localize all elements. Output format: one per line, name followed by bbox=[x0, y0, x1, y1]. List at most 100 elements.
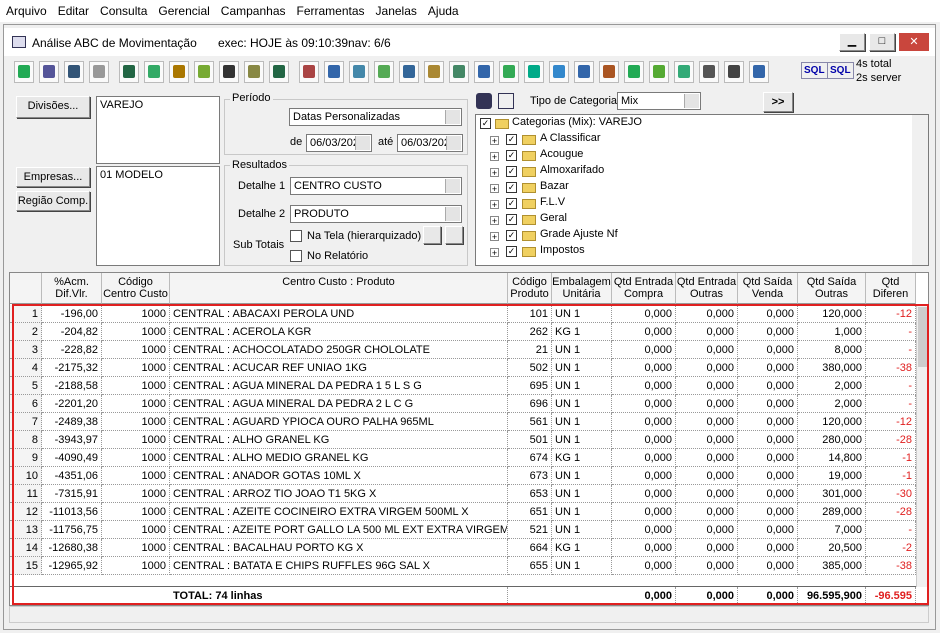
folder-icon bbox=[495, 119, 509, 129]
toolbar-icon bbox=[273, 65, 285, 78]
checkbox[interactable]: ✓ bbox=[506, 214, 517, 225]
cell: 561 bbox=[508, 413, 552, 431]
menu-item[interactable]: Ajuda bbox=[427, 4, 459, 18]
tree-icon[interactable] bbox=[476, 93, 492, 109]
tree-item[interactable]: A Classificar bbox=[540, 132, 601, 144]
checkbox[interactable]: ✓ bbox=[506, 134, 517, 145]
menu-item[interactable]: Janelas bbox=[375, 4, 417, 18]
cell: 0,000 bbox=[676, 305, 738, 323]
maximize-button[interactable]: □ bbox=[869, 33, 895, 51]
checkbox[interactable]: ✓ bbox=[480, 118, 491, 129]
tree-icon[interactable] bbox=[498, 93, 514, 109]
tree-item[interactable]: Geral bbox=[540, 212, 567, 224]
checkbox[interactable]: ✓ bbox=[506, 246, 517, 257]
header-cell[interactable]: Embalagem Unitária bbox=[552, 273, 612, 304]
scrollbar[interactable] bbox=[912, 115, 928, 265]
date-to[interactable]: 06/03/2020 bbox=[397, 134, 463, 152]
expander[interactable]: + bbox=[490, 168, 499, 178]
header-cell[interactable]: Qtd Entrada Outras bbox=[676, 273, 738, 304]
cell: 0,000 bbox=[612, 539, 676, 557]
tree-item[interactable]: Grade Ajuste Nf bbox=[540, 228, 618, 240]
row-number: 10 bbox=[10, 467, 42, 485]
cell: 696 bbox=[508, 395, 552, 413]
checkbox[interactable] bbox=[290, 250, 302, 262]
header-cell[interactable]: Código Centro Custo bbox=[102, 273, 170, 304]
companies-button[interactable]: Empresas... bbox=[16, 167, 90, 187]
expander[interactable]: + bbox=[490, 152, 499, 162]
menu-item[interactable]: Ferramentas bbox=[296, 4, 365, 18]
cell: 262 bbox=[508, 323, 552, 341]
cell: 0,000 bbox=[612, 557, 676, 575]
header-cell[interactable]: Qtd Saída Outras bbox=[798, 273, 866, 304]
menu-item[interactable]: Campanhas bbox=[220, 4, 286, 18]
tree-item[interactable]: Impostos bbox=[540, 244, 585, 256]
header-cell[interactable]: Qtd Entrada Compra bbox=[612, 273, 676, 304]
cell: 664 bbox=[508, 539, 552, 557]
folder-icon bbox=[522, 183, 536, 193]
checkbox[interactable] bbox=[290, 230, 302, 242]
cell: 0,000 bbox=[612, 395, 676, 413]
header-cell[interactable]: Qtd Saída Venda bbox=[738, 273, 798, 304]
cell: -11013,56 bbox=[42, 503, 102, 521]
close-button[interactable]: ✕ bbox=[899, 33, 929, 51]
cell: 0,000 bbox=[612, 485, 676, 503]
header-cell[interactable]: Código Produto bbox=[508, 273, 552, 304]
label: No Relatório bbox=[307, 250, 369, 262]
detail1-select[interactable]: CENTRO CUSTO bbox=[290, 177, 462, 195]
label: de bbox=[290, 136, 303, 148]
header-cell[interactable]: %Acm. Dif.Vlr. bbox=[42, 273, 102, 304]
expander[interactable]: + bbox=[490, 200, 499, 210]
cell: UN 1 bbox=[552, 485, 612, 503]
checkbox[interactable]: ✓ bbox=[506, 166, 517, 177]
date-from[interactable]: 06/03/2020 bbox=[306, 134, 372, 152]
down-button[interactable] bbox=[445, 226, 463, 244]
expand-button[interactable]: >> bbox=[763, 92, 793, 112]
expander[interactable]: + bbox=[490, 216, 499, 226]
minimize-button[interactable]: ▁ bbox=[839, 33, 865, 51]
toolbar-icon bbox=[378, 65, 390, 78]
menu-item[interactable]: Consulta bbox=[100, 4, 148, 18]
region-button[interactable]: Região Comp. bbox=[16, 191, 90, 211]
cell: 0,000 bbox=[676, 359, 738, 377]
results-group bbox=[224, 165, 468, 266]
header-cell[interactable]: Qtd Diferen bbox=[866, 273, 916, 304]
detail2-select[interactable]: PRODUTO bbox=[290, 205, 462, 223]
period-select[interactable]: Datas Personalizadas bbox=[289, 108, 462, 126]
category-select[interactable]: Mix bbox=[617, 92, 701, 110]
cell: -3943,97 bbox=[42, 431, 102, 449]
header-text: Qtd Saída bbox=[742, 276, 793, 288]
cell: 1000 bbox=[102, 467, 170, 485]
checkbox[interactable]: ✓ bbox=[506, 182, 517, 193]
menu-item[interactable]: Editar bbox=[57, 4, 90, 18]
expander[interactable]: + bbox=[490, 232, 499, 242]
expander[interactable]: + bbox=[490, 248, 499, 258]
tree-item[interactable]: Almoxarifado bbox=[540, 164, 605, 176]
cell: CENTRAL : AGUA MINERAL DA PEDRA 1 5 L S … bbox=[170, 377, 508, 395]
expander[interactable]: + bbox=[490, 184, 499, 194]
vertical-scrollbar[interactable] bbox=[916, 305, 928, 587]
header-text: Venda bbox=[751, 288, 784, 300]
horizontal-scrollbar[interactable] bbox=[9, 606, 929, 623]
tree-item[interactable]: F.L.V bbox=[540, 196, 566, 208]
sql-button[interactable]: SQL bbox=[827, 62, 854, 79]
cell: CENTRAL : ACUCAR REF UNIAO 1KG bbox=[170, 359, 508, 377]
menu-item[interactable]: Arquivo bbox=[6, 4, 47, 18]
cell: -38 bbox=[866, 359, 916, 377]
divisions-button[interactable]: Divisões... bbox=[16, 96, 90, 118]
header-cell[interactable]: Centro Custo : Produto bbox=[170, 273, 508, 304]
tree-item[interactable]: Bazar bbox=[540, 180, 569, 192]
menu-item[interactable]: Gerencial bbox=[158, 4, 210, 18]
checkbox[interactable]: ✓ bbox=[506, 230, 517, 241]
checkbox[interactable]: ✓ bbox=[506, 150, 517, 161]
sql-button[interactable]: SQL bbox=[801, 62, 828, 79]
scroll-thumb[interactable] bbox=[918, 307, 927, 367]
up-button[interactable] bbox=[423, 226, 441, 244]
expander[interactable]: + bbox=[490, 136, 499, 146]
nav-info: nav: 6/6 bbox=[348, 36, 391, 50]
tree-item[interactable]: Acougue bbox=[540, 148, 584, 160]
tree-root[interactable]: Categorias (Mix): VAREJO bbox=[512, 116, 642, 128]
checkbox[interactable]: ✓ bbox=[506, 198, 517, 209]
companies-list[interactable]: 01 MODELO bbox=[96, 166, 220, 266]
divisions-list[interactable]: VAREJO bbox=[96, 96, 220, 164]
